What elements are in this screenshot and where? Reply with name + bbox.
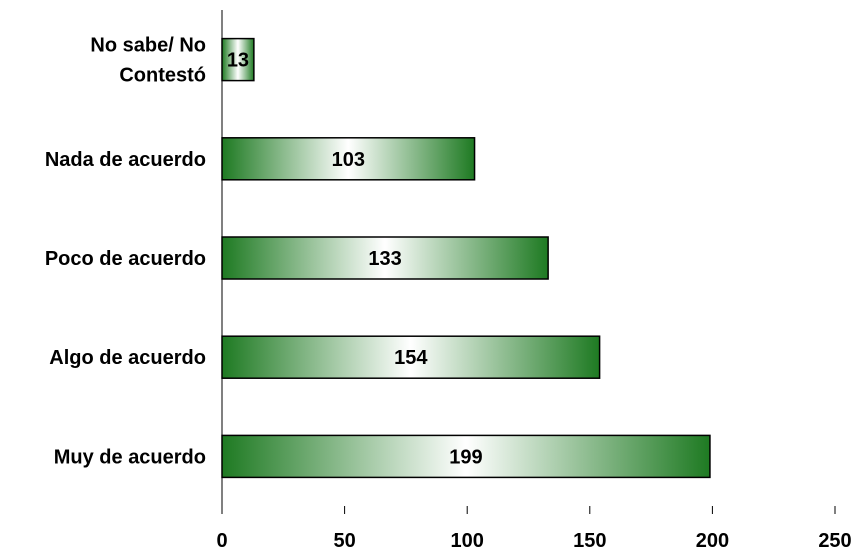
bar-value-label: 199 [449, 446, 482, 468]
bar-value-label: 154 [394, 347, 428, 369]
bar-value-label: 103 [332, 149, 365, 171]
x-tick-label: 100 [451, 530, 484, 552]
x-tick-label: 0 [216, 530, 227, 552]
category-label: No sabe/ No Contestó [90, 35, 206, 87]
bar [221, 236, 549, 280]
category-label: Poco de acuerdo [45, 248, 206, 270]
bar-value-label: 13 [227, 50, 249, 72]
category-label: Nada de acuerdo [45, 149, 206, 171]
x-tick-label: 50 [333, 530, 355, 552]
x-tick-label: 150 [573, 530, 606, 552]
bar-value-label: 133 [368, 248, 401, 270]
x-tick-label: 200 [696, 530, 729, 552]
category-label: Muy de acuerdo [54, 446, 206, 468]
x-tick-label: 250 [818, 530, 851, 552]
bar [221, 434, 711, 479]
category-label: Algo de acuerdo [49, 347, 206, 369]
bar [221, 137, 476, 181]
bar [221, 335, 601, 379]
